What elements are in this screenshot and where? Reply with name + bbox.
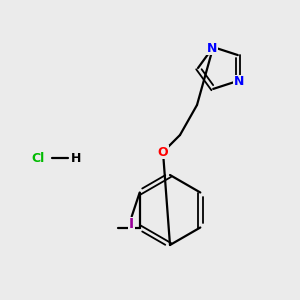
Text: O: O: [158, 146, 168, 158]
Text: I: I: [129, 218, 134, 232]
Text: N: N: [234, 75, 244, 88]
Text: H: H: [71, 152, 81, 164]
Text: Cl: Cl: [32, 152, 45, 164]
Text: N: N: [207, 42, 217, 55]
